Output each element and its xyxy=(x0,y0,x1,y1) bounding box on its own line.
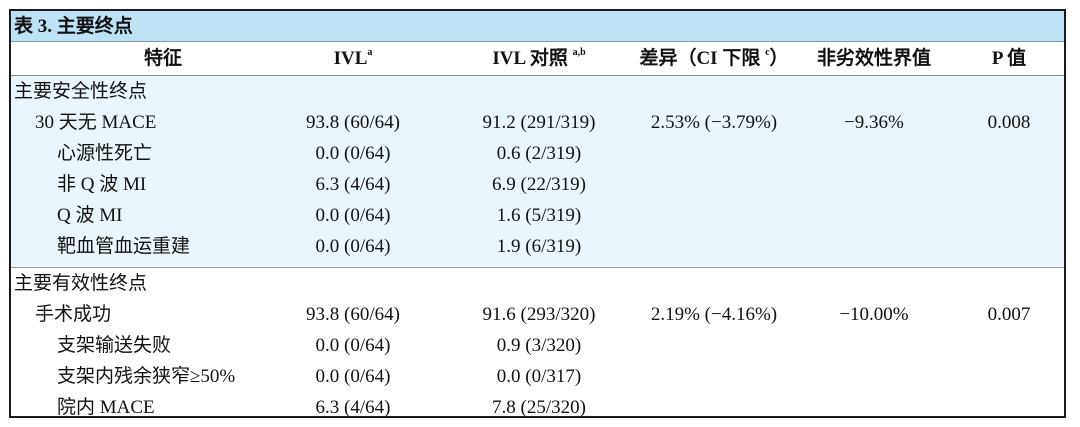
row-label: 心源性死亡 xyxy=(57,143,153,164)
cell-difference: 2.19% (−4.16%) xyxy=(650,304,778,325)
endpoints-table: 表 3. 主要终点 特征 IVLa IVL 对照 a,b 差异（CI 下限 c）… xyxy=(9,9,1066,418)
cell-ivl: 0.0 (0/64) xyxy=(315,366,391,387)
table-title: 表 3. 主要终点 xyxy=(11,11,1064,42)
header-difference-footnote: c xyxy=(765,46,770,58)
cell-ivl: 0.0 (0/64) xyxy=(315,143,391,164)
safety-section: 主要安全性终点 30 天无 MACE 93.8 (60/64) 91.2 (291/… xyxy=(11,76,1064,267)
header-control-footnote: a,b xyxy=(572,46,586,58)
table-header-row: 特征 IVLa IVL 对照 a,b 差异（CI 下限 c） 非劣效性界值 P … xyxy=(11,42,1064,76)
section-header-row: 主要有效性终点 xyxy=(11,268,1064,299)
header-feature: 特征 xyxy=(73,42,253,76)
section-header-row: 主要安全性终点 xyxy=(11,76,1064,107)
efficacy-section-label: 主要有效性终点 xyxy=(14,273,148,294)
cell-ivl: 6.3 (4/64) xyxy=(315,174,391,195)
cell-ivl: 0.0 (0/64) xyxy=(315,236,391,257)
row-label: 非 Q 波 MI xyxy=(57,174,147,195)
table-row: 手术成功 93.8 (60/64) 91.6 (293/320) 2.19% (−4.… xyxy=(11,299,1064,330)
cell-control: 6.9 (22/319) xyxy=(492,174,586,195)
cell-p-value: 0.007 xyxy=(987,304,1031,325)
cell-control: 91.6 (293/320) xyxy=(482,304,596,325)
cell-noninferiority: −10.00% xyxy=(839,304,909,325)
cell-noninferiority: −9.36% xyxy=(844,112,904,133)
row-label: 靶血管血运重建 xyxy=(57,236,191,257)
header-ivl-text: IVL xyxy=(333,48,368,69)
row-label: Q 波 MI xyxy=(57,205,123,226)
cell-difference: 2.53% (−3.79%) xyxy=(650,112,778,133)
header-noninferiority: 非劣效性界值 xyxy=(789,42,959,76)
cell-ivl: 6.3 (4/64) xyxy=(315,397,391,418)
row-label: 支架内残余狭窄≥50% xyxy=(57,366,236,387)
table-row: Q 波 MI 0.0 (0/64) 1.6 (5/319) xyxy=(11,200,1064,231)
table-row: 30 天无 MACE 93.8 (60/64) 91.2 (291/319) 2.53… xyxy=(11,107,1064,138)
header-feature-text: 特征 xyxy=(143,48,182,69)
table-row: 靶血管血运重建 0.0 (0/64) 1.9 (6/319) xyxy=(11,231,1064,262)
section-divider xyxy=(11,267,1064,268)
table-row: 支架输送失败 0.0 (0/64) 0.9 (3/320) xyxy=(11,330,1064,361)
header-ivl: IVLa xyxy=(283,42,423,76)
cell-control: 1.6 (5/319) xyxy=(496,205,582,226)
header-ivl-footnote: a xyxy=(367,46,373,58)
cell-control: 0.0 (0/317) xyxy=(496,366,582,387)
row-label: 30 天无 MACE xyxy=(35,112,157,133)
cell-control: 0.9 (3/320) xyxy=(496,335,582,356)
cell-ivl: 93.8 (60/64) xyxy=(306,112,400,133)
row-label: 手术成功 xyxy=(35,304,112,325)
header-difference-close: ） xyxy=(769,48,789,69)
cell-control: 7.8 (25/320) xyxy=(492,397,586,418)
cell-control: 91.2 (291/319) xyxy=(482,112,596,133)
row-label: 院内 MACE xyxy=(57,397,155,418)
cell-p-value: 0.008 xyxy=(987,112,1031,133)
cell-control: 1.9 (6/319) xyxy=(496,236,582,257)
table-row: 院内 MACE 6.3 (4/64) 7.8 (25/320) xyxy=(11,392,1064,418)
header-difference: 差异（CI 下限 c） xyxy=(619,42,809,76)
efficacy-section: 主要有效性终点 手术成功 93.8 (60/64) 91.6 (293/320) 2.… xyxy=(11,268,1064,418)
table-row: 心源性死亡 0.0 (0/64) 0.6 (2/319) xyxy=(11,138,1064,169)
header-control: IVL 对照 a,b xyxy=(459,42,619,76)
cell-ivl: 0.0 (0/64) xyxy=(315,335,391,356)
row-label: 支架输送失败 xyxy=(57,335,172,356)
safety-section-label: 主要安全性终点 xyxy=(14,81,148,102)
header-p-value-text: P 值 xyxy=(991,48,1027,69)
header-noninferiority-text: 非劣效性界值 xyxy=(816,48,931,69)
header-p-value: P 值 xyxy=(949,42,1064,76)
table-row: 支架内残余狭窄≥50% 0.0 (0/64) 0.0 (0/317) xyxy=(11,361,1064,392)
header-control-text: IVL 对照 xyxy=(492,48,573,69)
header-difference-text: 差异（CI 下限 xyxy=(639,48,766,69)
cell-ivl: 93.8 (60/64) xyxy=(306,304,400,325)
cell-control: 0.6 (2/319) xyxy=(496,143,582,164)
table-row: 非 Q 波 MI 6.3 (4/64) 6.9 (22/319) xyxy=(11,169,1064,200)
cell-ivl: 0.0 (0/64) xyxy=(315,205,391,226)
